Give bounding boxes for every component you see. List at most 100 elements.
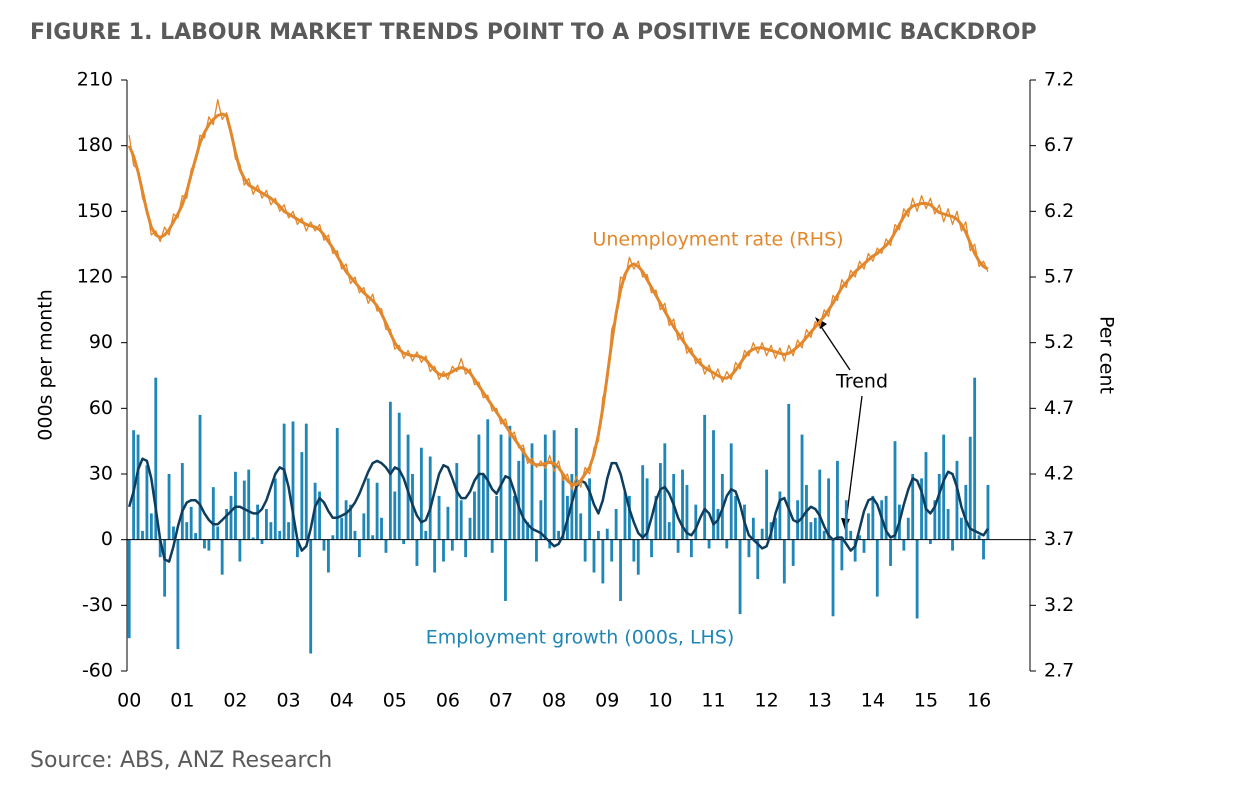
source: Source: ABS, ANZ Research [30,748,332,773]
bar [858,535,861,540]
bar [132,430,136,540]
bar [530,443,534,540]
x-tick-label: 12 [755,690,779,712]
bar [650,539,653,558]
bar [260,539,264,545]
bar [158,539,162,558]
bar [827,478,831,540]
bar [796,500,800,540]
bar [636,539,640,575]
y-tick-label: 0 [101,528,113,550]
bar [136,434,140,540]
bar [933,500,937,540]
bar [185,522,189,540]
bar [291,421,295,540]
bar [751,517,755,540]
bar [207,539,211,551]
bar [278,530,282,540]
bar [229,495,233,540]
y-tick-label: -60 [82,660,113,682]
bar [287,522,290,540]
bar [380,517,383,540]
bar [459,500,463,540]
bar [875,539,879,597]
bar [840,539,844,571]
bar [813,517,817,540]
bar [211,487,215,540]
bar [579,513,583,540]
bar [760,528,764,540]
bar [924,452,928,540]
bar [340,517,344,540]
bar [641,465,645,540]
bar [689,539,693,558]
y-tick-label: 60 [89,397,113,419]
bar [906,517,910,540]
bar [836,460,839,540]
bar [357,539,361,558]
bar [654,495,658,540]
x-tick-label: 05 [383,690,407,712]
y2-tick-label: 3.2 [1044,594,1074,616]
bar [406,434,410,540]
bar [180,463,184,540]
bar [353,530,357,540]
bar [818,469,822,540]
bar [747,539,751,558]
x-tick-label: 06 [436,690,460,712]
bar [703,414,707,540]
bar [455,463,459,540]
bar [734,495,738,540]
bar [561,474,565,540]
bar [273,478,277,540]
bar [676,539,680,553]
x-tick-label: 09 [595,690,619,712]
bar [393,491,397,540]
bar [473,491,476,540]
bar [508,425,512,540]
trend-annotation: Trend [835,371,888,393]
bar [849,530,853,540]
y2-tick-label: 7.2 [1044,69,1074,91]
x-tick-label: 03 [276,690,300,712]
bar [605,528,609,540]
bar [663,443,667,540]
bar [959,517,963,540]
y2-tick-label: 3.7 [1044,528,1074,550]
bar [597,530,600,540]
bar [238,539,242,562]
bar [548,539,552,549]
bar [397,412,401,540]
bar [716,509,720,540]
bar [225,509,229,540]
x-tick-label: 16 [967,690,991,712]
bar [495,495,499,540]
bar [517,460,521,540]
bar [725,539,729,549]
bar [862,539,866,553]
bar [335,428,339,540]
x-tick-label: 15 [914,690,938,712]
bar [428,456,432,540]
bar [867,513,870,540]
bar [667,522,671,540]
bar [220,539,224,575]
bar [163,539,167,597]
x-tick-label: 10 [648,690,672,712]
bar [552,430,556,540]
bar [300,452,304,540]
bar [415,539,419,566]
bar [366,478,370,540]
bar [535,539,538,562]
bar [800,434,804,540]
bar [304,423,308,540]
bar [756,539,760,580]
y2-tick-label: 6.2 [1044,200,1074,222]
series-label: Unemployment rate (RHS) [592,229,843,251]
bar [681,469,684,540]
y2-tick-label: 5.7 [1044,266,1074,288]
bar [490,539,494,553]
bar [809,522,813,540]
bar [707,539,711,549]
